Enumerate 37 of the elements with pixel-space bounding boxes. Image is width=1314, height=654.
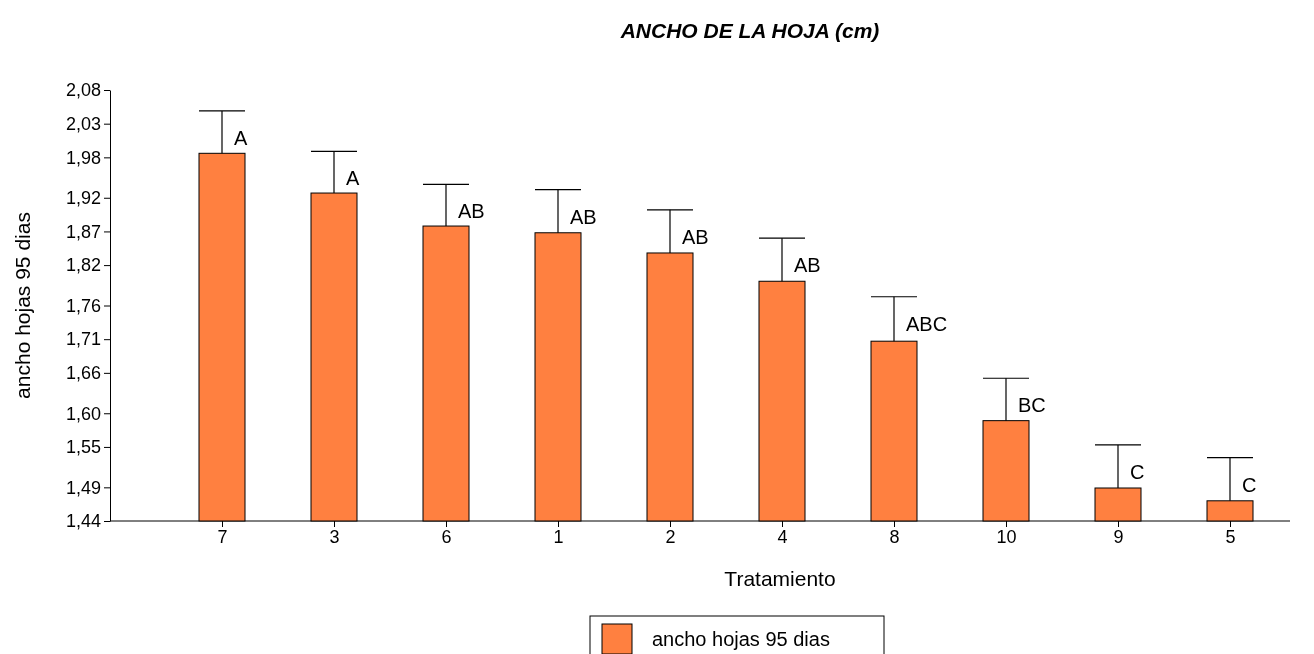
- x-tick-label: 5: [1225, 526, 1236, 547]
- annotation: ABC: [906, 312, 948, 335]
- x-tick-label: 7: [217, 526, 228, 547]
- annotation: AB: [458, 200, 485, 223]
- y-tick-label: 1,92: [65, 188, 101, 209]
- y-tick-label: 1,49: [65, 477, 101, 498]
- y-tick-label: 1,55: [65, 437, 101, 458]
- y-tick-label: 1,82: [65, 255, 101, 276]
- y-tick-label: 1,66: [65, 363, 101, 384]
- x-tick-label: 8: [889, 526, 900, 547]
- y-axis-title: ancho hojas 95 dias: [11, 212, 34, 399]
- annotation: AB: [682, 225, 709, 248]
- annotation: A: [346, 167, 360, 190]
- annotation: AB: [570, 205, 597, 228]
- x-axis-title: Tratamiento: [724, 567, 836, 590]
- y-tick-label: 1,76: [65, 295, 101, 316]
- chart-title: ANCHO DE LA HOJA (cm): [619, 19, 880, 42]
- annotation: A: [234, 126, 248, 149]
- y-tick-label: 2,08: [65, 80, 101, 101]
- x-tick-label: 6: [441, 526, 452, 547]
- annotation: C: [1242, 473, 1257, 496]
- x-tick-label: 10: [996, 526, 1017, 547]
- y-tick-label: 1,87: [65, 221, 101, 242]
- x-tick-label: 2: [665, 526, 676, 547]
- legend-label: ancho hojas 95 dias: [652, 628, 830, 650]
- annotation: C: [1130, 460, 1145, 483]
- x-tick-label: 3: [329, 526, 340, 547]
- y-tick-label: 1,98: [65, 147, 101, 168]
- y-tick-label: 1,71: [65, 329, 101, 350]
- x-tick-label: 4: [777, 526, 788, 547]
- annotation: BC: [1018, 394, 1046, 417]
- x-tick-label: 9: [1113, 526, 1124, 547]
- y-tick-label: 1,60: [65, 403, 101, 424]
- x-tick-label: 1: [553, 526, 564, 547]
- annotation: AB: [794, 254, 821, 277]
- y-tick-label: 1,44: [65, 511, 101, 532]
- y-tick-label: 2,03: [65, 113, 101, 134]
